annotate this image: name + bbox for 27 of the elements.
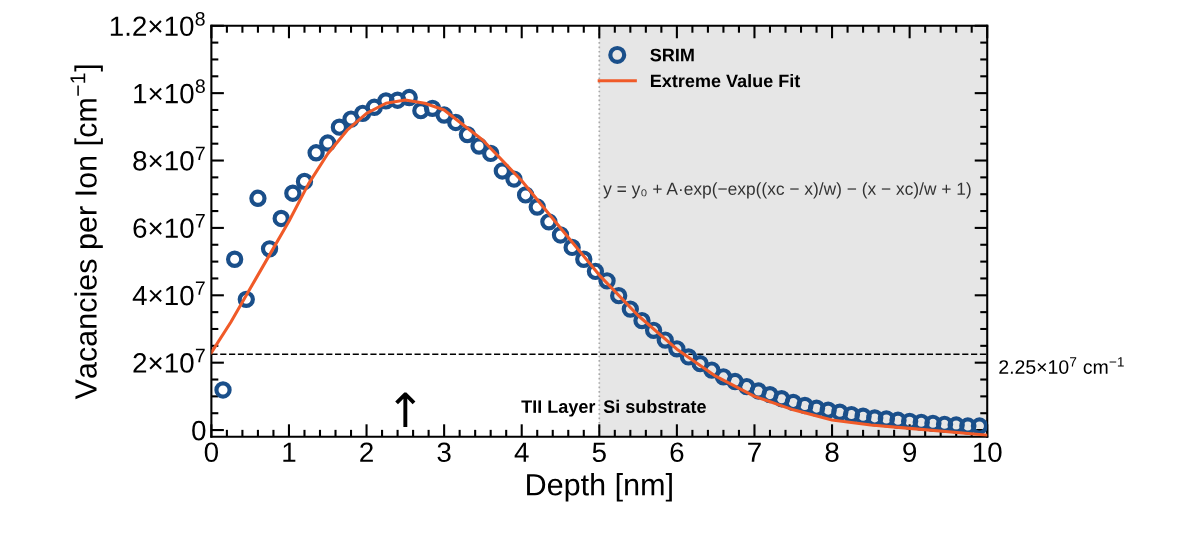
x-axis-title: Depth [nm] bbox=[527, 473, 672, 502]
x-tick-label: 3 bbox=[437, 442, 451, 463]
legend-label: SRIM bbox=[650, 48, 694, 62]
ref-line-label: 2.25×10$^{7}$ cm$^{−1}$ bbox=[999, 357, 1124, 374]
y-tick-label: 6×10$^{7}$ bbox=[133, 214, 205, 239]
y-tick-label: 4×10$^{7}$ bbox=[132, 281, 205, 306]
x-tick-label: 4 bbox=[514, 442, 529, 462]
legend-label: Extreme Value Fit bbox=[650, 74, 801, 88]
annotation: Si substrate bbox=[603, 399, 706, 414]
annotation: y = y₀ + A·exp(−exp((xc − x)/w) − (x − xc)/w + 1) bbox=[603, 182, 971, 199]
y-tick-label: 8×10$^{7}$ bbox=[133, 146, 205, 171]
x-tick-label: 2 bbox=[360, 442, 373, 462]
x-tick-label: 0 bbox=[204, 442, 219, 463]
y-tick-label: 2×10$^{7}$ bbox=[133, 348, 205, 373]
x-tick-label: 9 bbox=[903, 442, 917, 463]
annotation: TII Layer bbox=[521, 400, 596, 417]
y-axis-title: Vacancies per Ion [cm$^{−1}$] bbox=[70, 65, 103, 400]
x-tick-label: 7 bbox=[748, 442, 761, 462]
y-tick-label: 1.2×10$^{8}$ bbox=[110, 11, 205, 37]
y-tick-label: 0 bbox=[192, 420, 206, 441]
x-tick-label: 8 bbox=[825, 442, 839, 463]
x-tick-label: 10 bbox=[973, 442, 1002, 463]
y-tick-label: 1×10$^{8}$ bbox=[134, 79, 205, 104]
x-tick-label: 1 bbox=[283, 442, 296, 462]
x-tick-label: 5 bbox=[592, 442, 606, 463]
annotation: ↑ bbox=[395, 392, 416, 427]
x-tick-label: 6 bbox=[670, 442, 684, 463]
